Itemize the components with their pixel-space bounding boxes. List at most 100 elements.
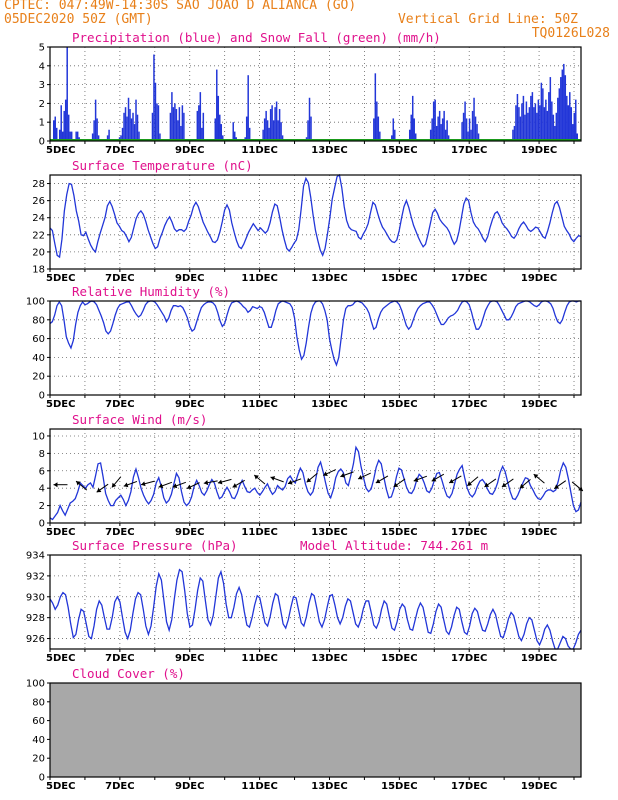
precip-bar bbox=[555, 112, 558, 141]
rh-ytick-label: 100 bbox=[26, 297, 45, 308]
precip-bar bbox=[55, 127, 58, 141]
precip-bar bbox=[545, 99, 547, 141]
cloud-title: Cloud Cover (%) bbox=[72, 666, 185, 681]
precip-bar bbox=[464, 101, 466, 141]
wind-arrow-head bbox=[413, 477, 419, 482]
precip-bar bbox=[274, 107, 276, 141]
wind-ytick-label: 10 bbox=[32, 431, 45, 442]
rh-ytick-label: 0 bbox=[39, 391, 45, 402]
precip-bar bbox=[539, 105, 541, 141]
precip-bar bbox=[470, 129, 472, 141]
precip-bar bbox=[447, 135, 450, 141]
precip-xtick-label: 5DEC bbox=[46, 145, 75, 156]
rh-xtick-label: 11DEC bbox=[241, 399, 277, 410]
precip-bar bbox=[431, 118, 433, 141]
rh-ytick-label: 20 bbox=[32, 372, 45, 383]
precip-bar bbox=[440, 124, 442, 141]
precip-bar bbox=[121, 127, 124, 141]
wind-ytick-label: 2 bbox=[39, 501, 45, 512]
precip-bar bbox=[573, 112, 576, 141]
precip-bar bbox=[567, 105, 570, 141]
wind-arrow-head bbox=[393, 482, 399, 487]
precip-bar bbox=[198, 105, 200, 141]
temp-ytick-label: 28 bbox=[32, 179, 45, 190]
precip-bar bbox=[465, 118, 468, 141]
cloud-xtick-label: 5DEC bbox=[46, 781, 75, 792]
rh-xtick-label: 17DEC bbox=[451, 399, 487, 410]
wind-arrow-head bbox=[287, 479, 293, 485]
precip-bar bbox=[467, 131, 469, 141]
wind-arrow-head bbox=[358, 475, 363, 480]
precip-bar bbox=[222, 135, 224, 141]
precip-bar bbox=[441, 118, 444, 141]
precip-bar bbox=[156, 103, 158, 141]
precip-bar bbox=[546, 110, 549, 141]
temp-plot-bg bbox=[50, 175, 581, 269]
precip-bar bbox=[476, 124, 478, 141]
pressure-xtick-label: 5DEC bbox=[46, 653, 75, 664]
precip-bar bbox=[569, 92, 571, 141]
wind-arrow-head bbox=[232, 483, 238, 488]
precip-bar bbox=[120, 135, 122, 141]
temp-ytick-label: 24 bbox=[32, 213, 45, 224]
precip-bar bbox=[54, 116, 56, 141]
temp-xtick-label: 17DEC bbox=[451, 273, 487, 284]
precip-xtick-label: 9DEC bbox=[175, 145, 204, 156]
precip-bar bbox=[563, 63, 565, 141]
precip-bar bbox=[181, 105, 184, 141]
temp-ytick-label: 18 bbox=[32, 265, 45, 276]
cloud-ytick-label: 0 bbox=[39, 773, 45, 784]
wind-arrow-head bbox=[306, 477, 312, 483]
precip-bar bbox=[262, 129, 264, 141]
wind-xtick-label: 15DEC bbox=[381, 527, 417, 538]
temp-xtick-label: 5DEC bbox=[46, 273, 75, 284]
precip-bar bbox=[108, 129, 110, 141]
precip-bar bbox=[414, 133, 417, 141]
precip-bar bbox=[308, 97, 311, 141]
pressure-line bbox=[49, 568, 582, 650]
rh-plot-bg bbox=[50, 301, 581, 395]
wind-arrow-head bbox=[186, 484, 192, 490]
wind-arrow-head bbox=[96, 487, 102, 493]
precip-bar bbox=[437, 116, 439, 141]
precip-bar bbox=[219, 114, 221, 141]
precip-bar bbox=[159, 133, 161, 141]
temp-xtick-label: 19DEC bbox=[521, 273, 557, 284]
precip-bar bbox=[411, 95, 414, 141]
wind-plot-bg bbox=[50, 429, 581, 523]
precip-ytick-label: 0 bbox=[39, 137, 45, 148]
precip-bar bbox=[468, 118, 471, 141]
precip-bar bbox=[66, 47, 68, 141]
precip-bar bbox=[446, 120, 448, 141]
rh-xtick-label: 13DEC bbox=[311, 399, 347, 410]
precip-bar bbox=[175, 109, 178, 141]
precip-bar bbox=[199, 92, 202, 141]
precip-bar bbox=[281, 135, 284, 141]
precip-bar bbox=[572, 124, 574, 141]
cloud-ytick-label: 20 bbox=[32, 754, 45, 765]
precip-bar bbox=[232, 122, 234, 141]
precip-bar bbox=[214, 118, 217, 141]
station-title: CPTEC: 047:49W-14:30S SAO JOAO D ALIANCA… bbox=[4, 0, 357, 13]
precip-bar bbox=[174, 103, 176, 141]
precip-bar bbox=[278, 109, 281, 141]
precip-bar bbox=[130, 118, 133, 141]
wind-arrow-head bbox=[340, 472, 345, 478]
precip-bar bbox=[157, 105, 160, 141]
grid-note: Vertical Grid Line: 50Z bbox=[397, 12, 578, 27]
wind-arrow-head bbox=[53, 482, 58, 488]
precip-bar bbox=[106, 135, 109, 141]
precip-xtick-label: 19DEC bbox=[521, 145, 557, 156]
temp-xtick-label: 11DEC bbox=[241, 273, 277, 284]
precip-bar bbox=[96, 118, 98, 141]
pressure-subtitle: Model Altitude: 744.261 m bbox=[300, 538, 488, 553]
precip-bar bbox=[373, 118, 375, 141]
temp-xtick-label: 7DEC bbox=[105, 273, 134, 284]
rh-xtick-label: 5DEC bbox=[46, 399, 75, 410]
precip-bar bbox=[138, 131, 140, 141]
precip-bar bbox=[432, 101, 435, 141]
precip-bar bbox=[61, 131, 64, 141]
precip-bar bbox=[178, 107, 181, 141]
rh-xtick-label: 19DEC bbox=[521, 399, 557, 410]
precip-bar bbox=[196, 110, 199, 141]
